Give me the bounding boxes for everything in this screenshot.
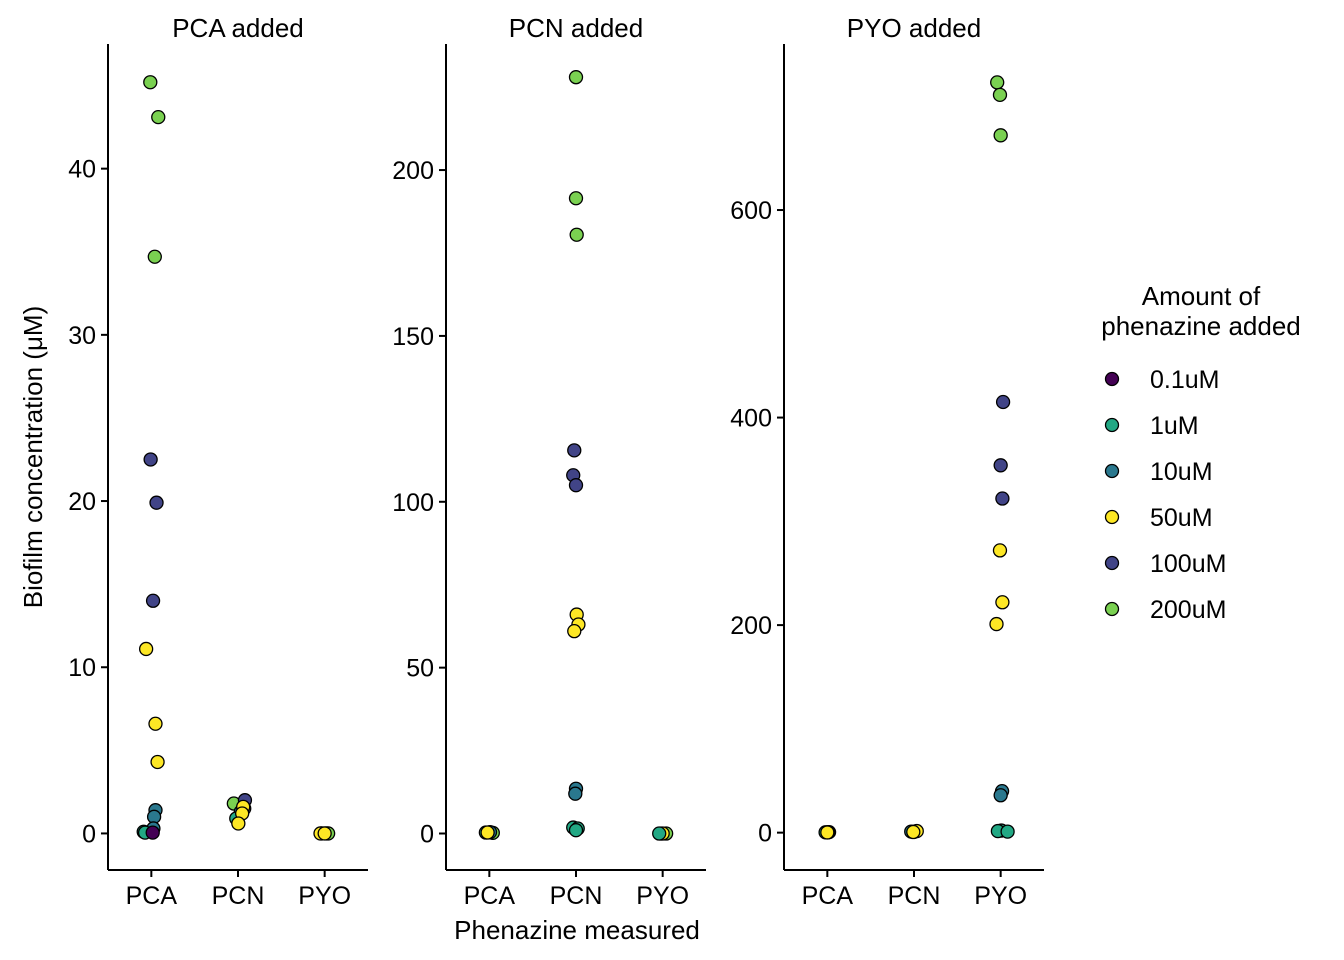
data-point [480,825,495,840]
panel-title: PCN added [509,13,643,43]
data-point [992,87,1008,102]
x-tick-label: PCA [126,882,178,910]
legend-key [1104,601,1120,617]
x-tick-label: PYO [636,882,689,910]
y-tick-label: 20 [68,488,96,516]
legend-label: 1uM [1150,412,1199,440]
data-point [145,593,161,608]
legend-key [1104,371,1120,387]
data-point [143,452,158,467]
panel-1: PCA added 0 10 20 30 40 PCA PCN PYO [68,13,368,910]
legend-key [1104,555,1120,571]
data-point [993,458,1008,473]
x-tick-label: PCA [802,882,854,910]
y-tick-label: 200 [730,612,772,640]
data-point [995,595,1010,610]
legend-key [1104,417,1120,433]
data-point [906,824,921,840]
data-point [995,394,1011,410]
data-point [147,249,162,264]
y-tick-label: 40 [68,156,96,184]
data-point [993,128,1008,143]
data-point [568,478,584,493]
data-point [820,825,835,840]
legend-label: 200uM [1150,596,1226,624]
legend-title: phenazine added [1101,311,1301,341]
y-tick-label: 150 [392,323,434,351]
data-point [993,788,1008,803]
y-tick-label: 100 [392,489,434,517]
data-point [652,826,667,841]
legend-title: Amount of [1142,281,1261,311]
data-point [568,70,584,85]
data-point [568,786,583,801]
panel-2: PCN added 0 50 100 150 200 PCA PCN PYO [392,13,706,910]
x-tick-label: PCN [888,882,941,910]
x-tick-label: PCA [464,882,516,910]
data-point [317,826,332,841]
y-tick-label: 0 [82,820,96,848]
legend-label: 10uM [1150,458,1213,486]
legend-key [1104,463,1120,479]
data-point [231,816,246,831]
legend-key [1104,509,1120,525]
data-point [569,227,584,242]
legend-label: 100uM [1150,550,1226,578]
y-tick-label: 400 [730,405,772,433]
data-point [145,825,160,840]
y-tick-label: 30 [68,322,96,350]
panel-3: PYO added 0 200 400 600 PCA PCN PYO [730,13,1044,910]
data-point [148,716,163,731]
y-tick-label: 0 [420,821,434,849]
y-tick-label: 200 [392,157,434,185]
data-point [568,191,584,206]
data-point [150,754,165,770]
x-tick-label: PCN [212,882,265,910]
y-tick-label: 50 [406,655,434,683]
panels: PCA added 0 10 20 30 40 PCA PCN PYO PCN added 0 50 1… [68,13,1044,910]
y-axis-title: Biofilm concentration (μM) [18,306,48,609]
data-point [567,443,582,458]
data-point [990,75,1005,90]
legend-label: 50uM [1150,504,1213,532]
data-point [1000,824,1015,839]
data-point [992,543,1008,558]
x-axis-title: Phenazine measured [454,915,700,945]
data-point [149,495,164,510]
data-point [568,823,584,838]
data-point [995,491,1010,506]
legend-label: 0.1uM [1150,366,1219,394]
data-point [567,624,582,639]
y-tick-label: 10 [68,654,96,682]
y-tick-label: 0 [758,820,772,848]
data-point [989,616,1004,632]
y-tick-label: 600 [730,197,772,225]
data-point [138,641,154,657]
panel-title: PYO added [847,13,981,43]
panel-title: PCA added [172,13,304,43]
x-tick-label: PCN [550,882,603,910]
data-point [143,75,158,90]
data-point [151,109,166,125]
x-tick-label: PYO [974,882,1027,910]
x-tick-label: PYO [298,882,351,910]
